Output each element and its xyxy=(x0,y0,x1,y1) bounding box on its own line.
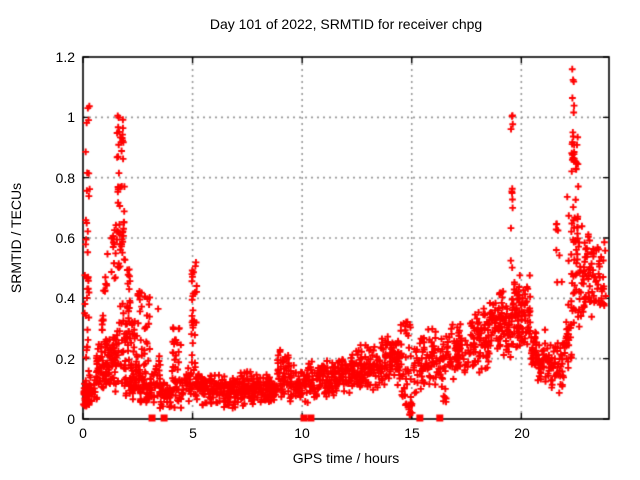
x-tick-label-15: 15 xyxy=(404,425,420,441)
x-tick-label-10: 10 xyxy=(294,425,310,441)
x-axis-label: GPS time / hours xyxy=(292,450,400,466)
y-tick-label-1: 1 xyxy=(67,109,75,125)
chart-title: Day 101 of 2022, SRMTID for receiver chp… xyxy=(209,16,483,32)
y-tick-label-0-4: 0.4 xyxy=(55,290,75,306)
x-tick-label-20: 20 xyxy=(514,425,530,441)
y-tick-label-0: 0 xyxy=(67,411,75,427)
y-tick-label-0-6: 0.6 xyxy=(55,230,75,246)
y-tick-label-0-8: 0.8 xyxy=(55,170,75,186)
y-tick-label-1-2: 1.2 xyxy=(55,49,75,65)
y-tick-label-0-2: 0.2 xyxy=(55,351,75,367)
x-tick-label-0: 0 xyxy=(79,425,87,441)
x-tick-label-5: 5 xyxy=(189,425,197,441)
